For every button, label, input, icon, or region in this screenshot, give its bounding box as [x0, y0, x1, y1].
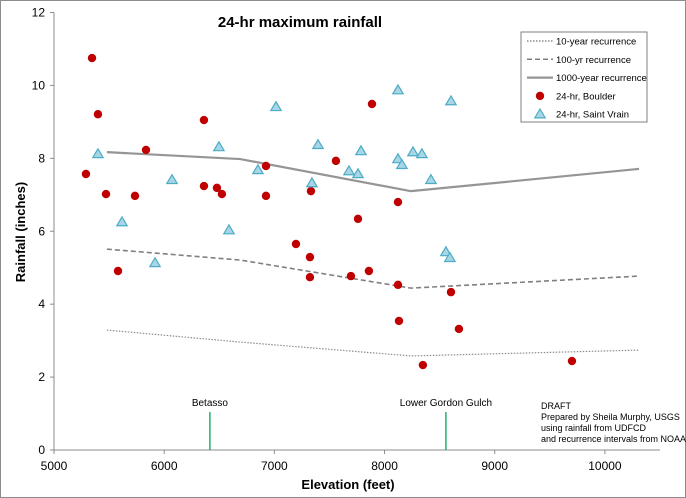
saint-vrain-point [444, 94, 458, 106]
saint-vrain-point [148, 256, 162, 268]
x-axis-label: Elevation (feet) [301, 477, 394, 492]
x-tick-label: 8000 [371, 459, 398, 473]
saint-vrain-point [415, 147, 429, 159]
saint-vrain-point [439, 245, 453, 257]
boulder-point [305, 252, 315, 262]
boulder-point [87, 53, 97, 63]
recurrence-lines [106, 151, 640, 357]
y-tick-label: 0 [38, 443, 45, 457]
boulder-point [454, 324, 464, 334]
boulder-point [101, 189, 111, 199]
legend-label: 24-hr, Boulder [556, 91, 616, 102]
boulder-point [113, 266, 123, 276]
boulder-point [394, 316, 404, 326]
y-tick-label: 4 [38, 297, 45, 311]
x-tick-label: 5000 [41, 459, 68, 473]
saint-vrain-point [406, 145, 420, 157]
y-tick-label: 12 [32, 6, 46, 20]
note-line: Prepared by Sheila Murphy, USGS [541, 412, 680, 422]
boulder-point [261, 161, 271, 171]
boulder-point [261, 191, 271, 201]
x-tick-label: 7000 [261, 459, 288, 473]
site-annotations: Betasso Lower Gordon Gulch [192, 398, 492, 450]
saint-vrain-point [311, 138, 325, 150]
saint-vrain-point [212, 140, 226, 152]
axes: 0 2 4 6 8 10 12 5000 6000 7000 8000 9000 10000 [32, 6, 660, 473]
note-line: DRAFT [541, 401, 571, 411]
note-line: using rainfall from UDFCD [541, 423, 647, 433]
boulder-point [567, 356, 577, 366]
boulder-point [305, 272, 315, 282]
saint-vrain-point [342, 164, 356, 176]
legend-label: 10-year recurrence [556, 37, 636, 48]
x-tick-label: 9000 [481, 459, 508, 473]
boulder-point [81, 169, 91, 179]
1000-year-line [106, 151, 640, 193]
boulder-point [93, 110, 103, 119]
10-year-line [106, 329, 640, 357]
saint-vrain-point [395, 158, 409, 170]
saint-vrain-point [354, 144, 368, 156]
y-tick-label: 8 [38, 151, 45, 165]
saint-vrain-point [391, 152, 405, 164]
boulder-point [446, 287, 456, 297]
saint-vrain-point [391, 83, 405, 95]
boulder-point [353, 214, 363, 224]
legend-label: 24-hr, Saint Vrain [556, 110, 629, 121]
draft-note: DRAFT Prepared by Sheila Murphy, USGS us… [541, 401, 686, 444]
boulder-point [199, 115, 209, 125]
boulder-point [346, 271, 356, 281]
boulder-point [364, 266, 374, 276]
y-axis-label: Rainfall (inches) [13, 182, 28, 282]
legend: 10-year recurrence 100-yr recurrence 1000-… [520, 31, 648, 123]
x-tick-label: 10000 [588, 459, 622, 473]
saint-vrain-point [305, 176, 319, 188]
boulder-point [141, 145, 151, 155]
site-label: Lower Gordon Gulch [400, 398, 492, 409]
boulder-point [306, 186, 316, 196]
saint-vrain-point [115, 215, 129, 227]
legend-marker-swatch [535, 91, 545, 101]
legend-label: 100-yr recurrence [556, 55, 631, 66]
boulder-point [393, 197, 403, 207]
boulder-point [130, 191, 140, 201]
legend-label: 1000-year recurrence [556, 73, 647, 84]
x-tick-label: 6000 [151, 459, 178, 473]
saint-vrain-point [91, 147, 105, 159]
legend-marker-swatch [533, 107, 547, 119]
boulder-point [291, 239, 301, 249]
boulder-point [367, 99, 377, 109]
saint-vrain-point [351, 167, 365, 179]
chart-title: 24-hr maximum rainfall [218, 14, 382, 31]
data-points [81, 53, 577, 370]
site-label: Betasso [192, 398, 229, 409]
boulder-point [212, 183, 222, 193]
saint-vrain-point [443, 251, 457, 263]
saint-vrain-point [424, 173, 438, 185]
boulder-point [199, 181, 209, 191]
note-line: and recurrence intervals from NOAA [541, 434, 686, 444]
saint-vrain-point [222, 223, 236, 235]
y-tick-label: 6 [38, 224, 45, 238]
boulder-point [393, 280, 403, 290]
y-tick-label: 2 [38, 370, 45, 384]
boulder-point [331, 156, 341, 166]
boulder-point [418, 360, 428, 370]
saint-vrain-point [251, 163, 265, 175]
100-year-line [106, 248, 640, 289]
y-tick-label: 10 [32, 78, 46, 92]
boulder-point [217, 189, 227, 199]
saint-vrain-point [269, 100, 283, 112]
saint-vrain-point [165, 173, 179, 185]
